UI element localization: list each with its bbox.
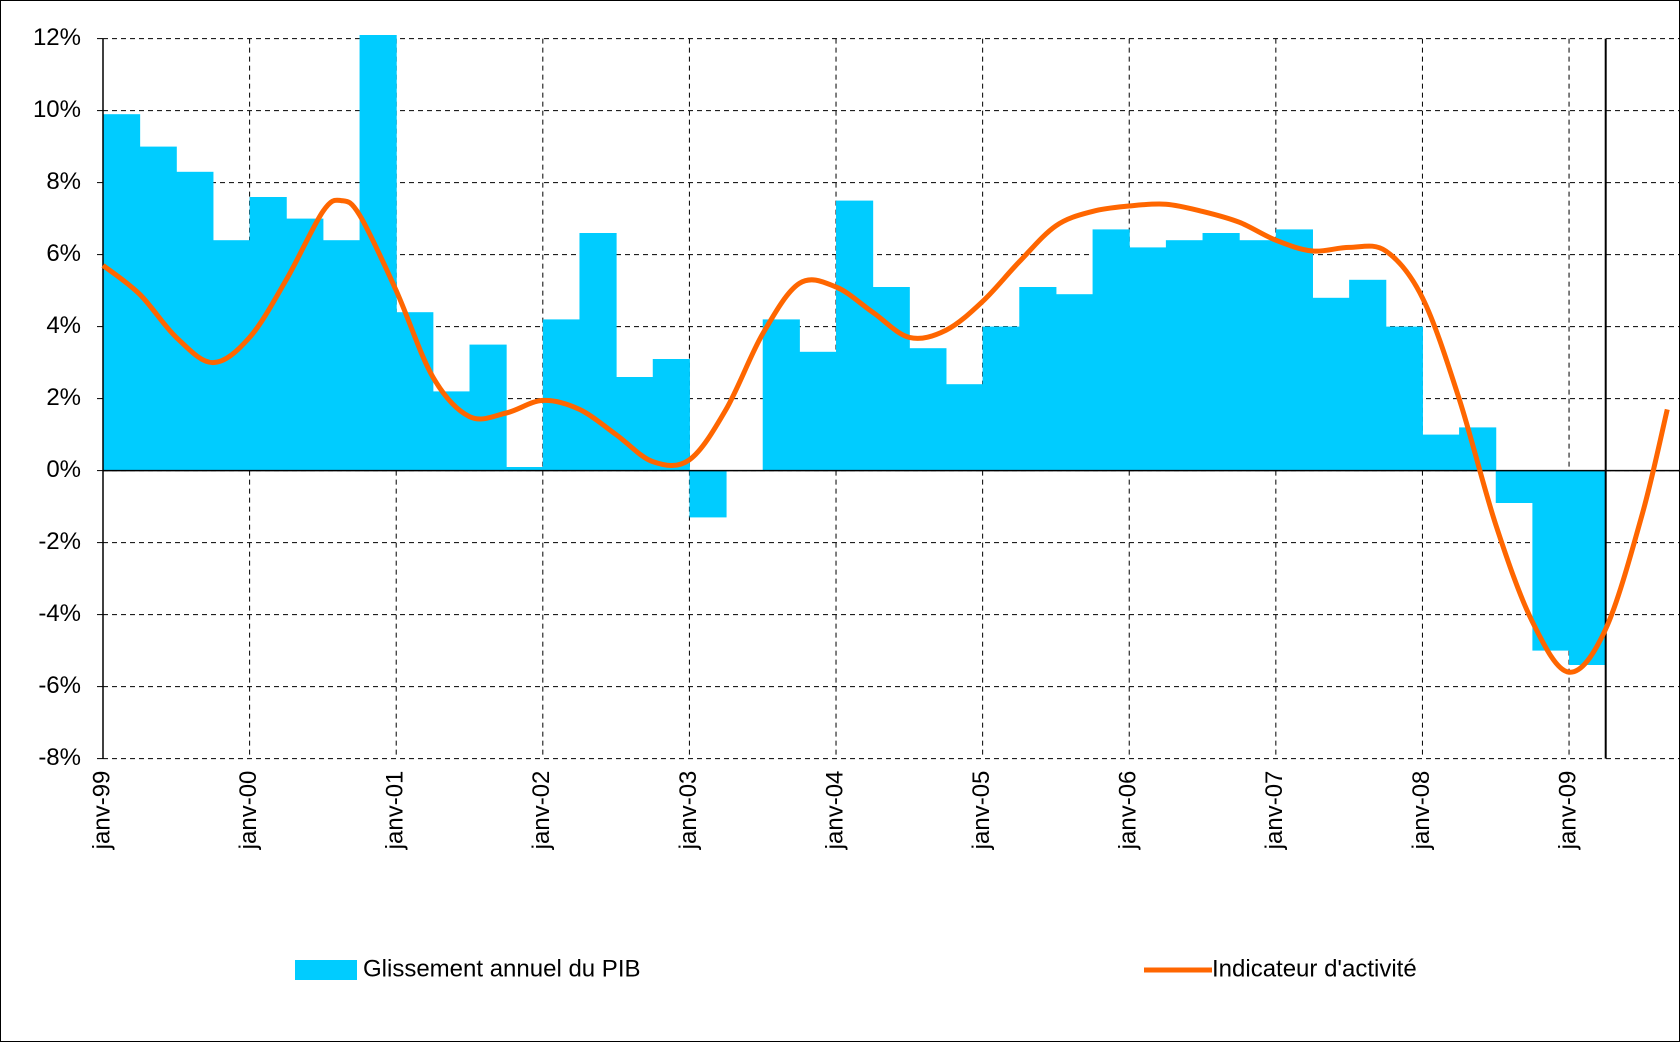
bar — [1019, 287, 1057, 471]
bar — [799, 351, 837, 471]
y-tick-label: -6% — [38, 672, 81, 699]
bar — [322, 240, 361, 471]
bar — [689, 470, 727, 518]
bar — [1349, 279, 1387, 471]
bar — [1275, 229, 1313, 471]
x-tick-label: janv-08 — [1408, 771, 1435, 851]
bar — [176, 171, 214, 471]
x-tick-label: janv-07 — [1261, 771, 1288, 851]
bar — [982, 326, 1020, 471]
bar — [469, 344, 507, 471]
bar — [542, 319, 580, 471]
y-tick-label: 2% — [46, 384, 81, 411]
x-tick-label: janv-04 — [821, 771, 848, 851]
bar — [762, 319, 800, 471]
bar — [139, 146, 177, 471]
y-tick-label: 6% — [46, 240, 81, 267]
bar — [1312, 297, 1350, 471]
x-tick-label: janv-01 — [382, 771, 409, 851]
bar — [1422, 434, 1460, 471]
bar — [1165, 240, 1204, 471]
bar — [1092, 229, 1130, 471]
x-tick-label: janv-03 — [675, 771, 702, 851]
y-tick-label: 4% — [46, 312, 81, 339]
bar — [1385, 326, 1423, 471]
x-tick-label: janv-00 — [235, 771, 262, 851]
bar — [836, 200, 874, 471]
bar — [945, 384, 984, 471]
legend-label: Indicateur d'activité — [1212, 955, 1417, 982]
bar — [1129, 247, 1167, 471]
bar — [1532, 470, 1570, 651]
line — [101, 197, 1670, 675]
bar — [286, 218, 324, 471]
bar — [506, 467, 544, 471]
bar — [1495, 470, 1533, 503]
y-tick-label: -4% — [38, 600, 81, 627]
x-tick-label: janv-06 — [1115, 771, 1142, 851]
bar — [1202, 233, 1240, 471]
x-tick-label: janv-09 — [1554, 771, 1581, 851]
y-tick-label: 8% — [46, 168, 81, 195]
x-tick-label: janv-99 — [88, 771, 115, 851]
bar — [1055, 294, 1094, 471]
bar — [579, 233, 617, 471]
legend-label: Glissement annuel du PIB — [363, 955, 641, 982]
bar — [652, 359, 690, 471]
bar — [909, 348, 947, 471]
x-tick-label: janv-02 — [528, 771, 555, 851]
bar — [1239, 240, 1277, 471]
y-tick-label: 0% — [46, 456, 81, 483]
bar — [103, 114, 141, 471]
y-tick-label: -2% — [38, 528, 81, 555]
legend-swatch — [295, 960, 357, 980]
y-tick-label: 12% — [33, 24, 81, 51]
y-tick-label: -8% — [38, 744, 81, 771]
y-tick-label: 10% — [33, 96, 81, 123]
bar — [616, 377, 654, 471]
bar — [249, 197, 287, 471]
bar — [1569, 470, 1607, 665]
x-tick-label: janv-05 — [968, 771, 995, 851]
